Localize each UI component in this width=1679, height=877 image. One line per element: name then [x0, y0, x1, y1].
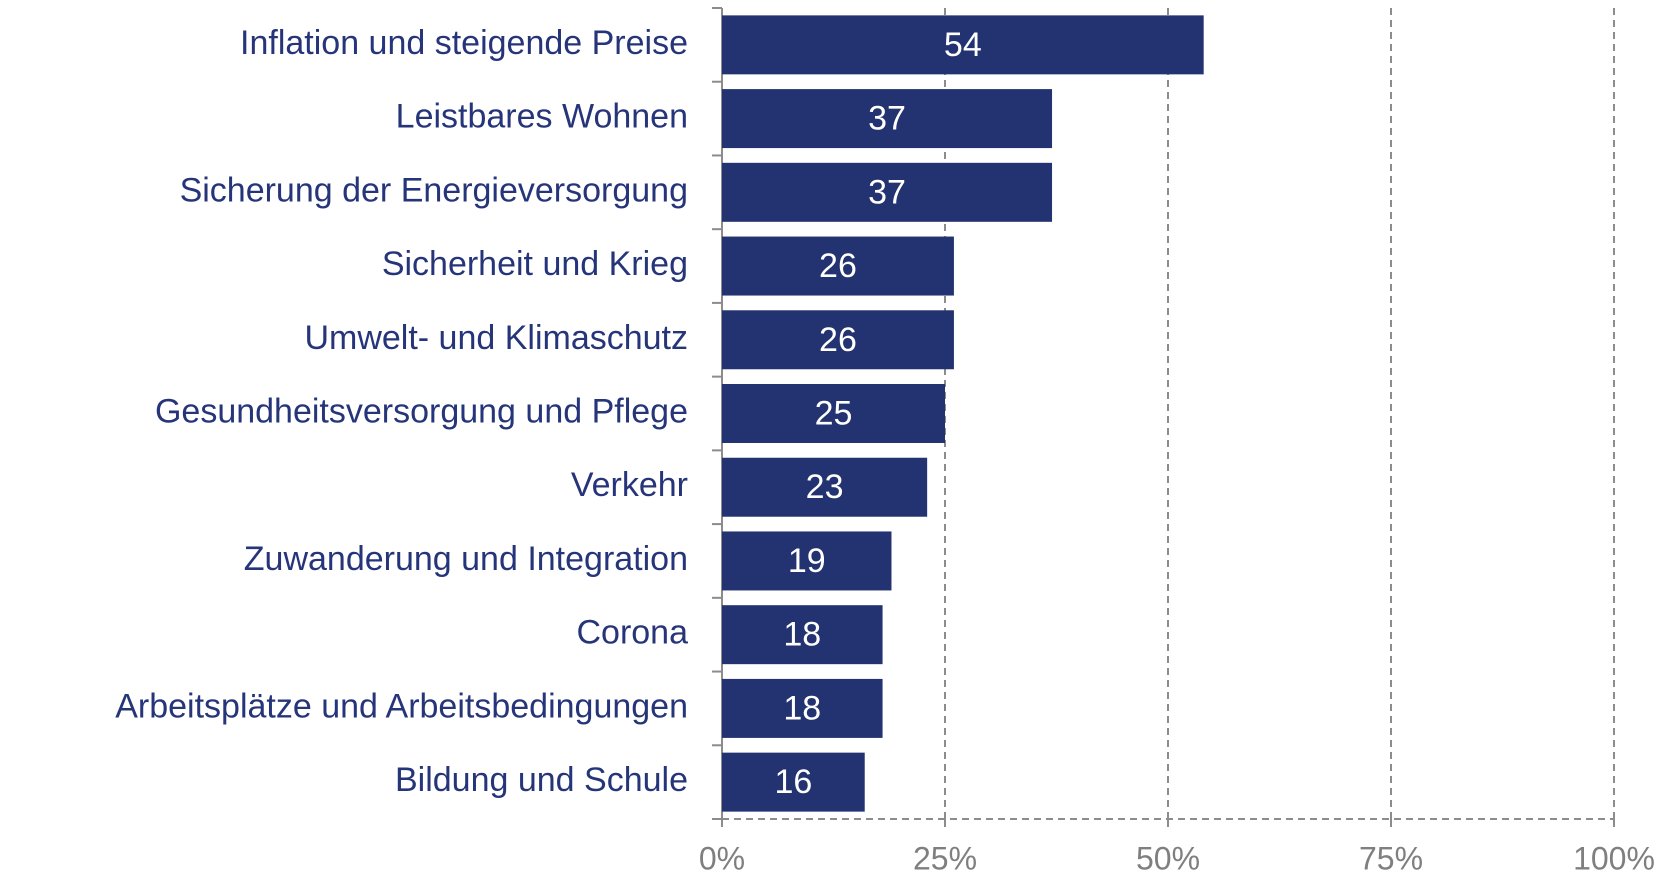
y-tick-label: Leistbares Wohnen	[396, 98, 688, 136]
y-tick-label: Zuwanderung und Integration	[244, 540, 688, 578]
bar	[722, 457, 928, 517]
y-tick-label: Inflation und steigende Preise	[240, 24, 688, 62]
x-tick-label: 25%	[913, 840, 977, 876]
data-label: 23	[806, 468, 844, 506]
bar	[722, 752, 865, 812]
data-label: 18	[783, 616, 821, 654]
data-label: 37	[868, 173, 906, 211]
y-tick-label: Verkehr	[571, 466, 688, 504]
data-label: 54	[944, 26, 982, 64]
bar	[722, 678, 883, 738]
bar	[722, 15, 1204, 75]
x-tick-label: 0%	[699, 840, 745, 876]
y-tick-label: Sicherheit und Krieg	[382, 245, 688, 283]
y-tick-label: Arbeitsplätze und Arbeitsbedingungen	[115, 687, 688, 725]
data-label: 18	[783, 689, 821, 727]
bar	[722, 236, 954, 296]
bar	[722, 605, 883, 665]
x-tick-label: 50%	[1136, 840, 1200, 876]
bar	[722, 384, 945, 443]
data-label: 19	[788, 542, 826, 580]
bar	[722, 162, 1053, 222]
bar	[722, 310, 954, 370]
y-tick-label: Gesundheitsversorgung und Pflege	[155, 392, 688, 430]
data-label: 26	[819, 321, 857, 359]
x-tick-label: 75%	[1359, 840, 1423, 876]
y-tick-label: Bildung und Schule	[395, 761, 688, 799]
data-label: 26	[819, 247, 857, 285]
x-tick-label: 100%	[1573, 840, 1655, 876]
y-tick-label: Sicherung der Energieversorgung	[180, 171, 688, 209]
y-tick-label: Corona	[576, 614, 688, 652]
bar	[722, 89, 1053, 149]
data-label: 37	[868, 100, 906, 138]
bar	[722, 531, 892, 591]
data-label: 25	[815, 394, 853, 432]
y-tick-label: Umwelt- und Klimaschutz	[304, 319, 688, 357]
data-label: 16	[774, 763, 812, 801]
